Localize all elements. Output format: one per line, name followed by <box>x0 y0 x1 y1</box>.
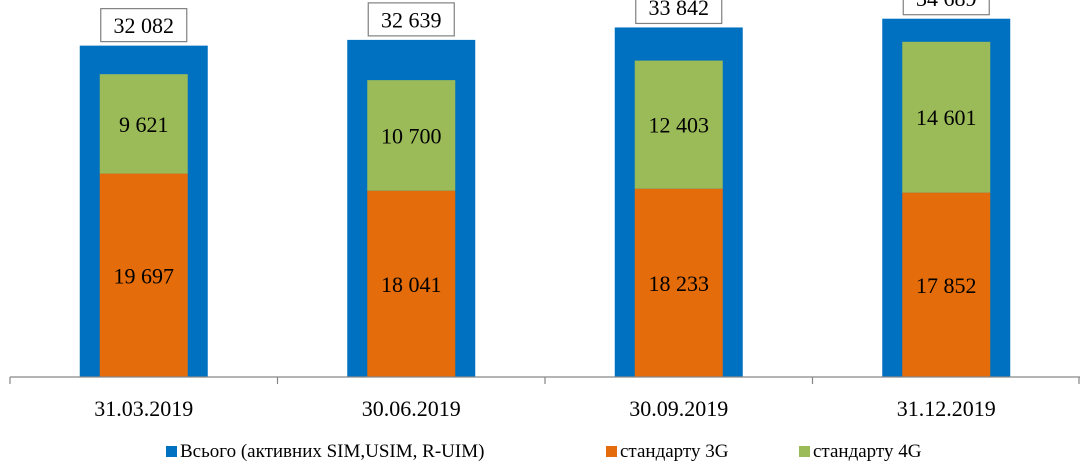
label-4g-2: 12 403 <box>649 113 710 138</box>
label-4g-1: 10 700 <box>381 123 442 148</box>
legend-label-2: стандарту 4G <box>813 441 922 462</box>
total-label-box-1 <box>367 2 455 37</box>
legend-swatch-2 <box>799 446 810 457</box>
total-label-0: 32 082 <box>114 13 175 38</box>
label-3g-0: 19 697 <box>114 263 175 288</box>
bars-layer <box>79 18 1011 378</box>
total-label-1: 32 639 <box>381 7 442 32</box>
bar-3g-0 <box>99 173 188 377</box>
x-tick-label-0: 31.03.2019 <box>94 396 193 421</box>
x-tick-label-3: 31.12.2019 <box>897 396 996 421</box>
total-label-box-0 <box>100 8 188 43</box>
bar-3g-2 <box>634 188 723 377</box>
label-4g-3: 14 601 <box>916 105 977 130</box>
bar-4g-1 <box>367 80 456 191</box>
total-label-box-3 <box>902 0 990 16</box>
legend-label-1: стандарту 3G <box>620 441 729 462</box>
legend-label-0: Всього (активних SIM,USIM, R-UIM) <box>180 441 484 462</box>
total-label-box-2 <box>635 0 723 25</box>
data-labels-layer: 32 082 19 697 9 621 32 639 18 041 10 700 33 84… <box>100 0 990 298</box>
legend-swatch-1 <box>606 446 617 457</box>
total-label-2: 33 842 <box>649 0 710 20</box>
legend-swatch-0 <box>166 446 177 457</box>
bar-4g-2 <box>634 60 723 189</box>
label-4g-0: 9 621 <box>119 112 169 137</box>
x-tick-label-1: 30.06.2019 <box>362 396 461 421</box>
bar-3g-3 <box>902 192 991 377</box>
total-label-3: 34 689 <box>916 0 977 11</box>
bar-3g-1 <box>367 190 456 377</box>
bar-4g-3 <box>902 41 991 193</box>
legend: Всього (активних SIM,USIM, R-UIM) стандар… <box>166 441 922 462</box>
bar-4g-0 <box>99 74 188 174</box>
x-axis: 31.03.2019 30.06.2019 30.09.2019 31.12.2019 <box>9 376 1080 421</box>
x-tick-label-2: 30.09.2019 <box>629 396 728 421</box>
label-3g-2: 18 233 <box>649 271 710 296</box>
label-3g-1: 18 041 <box>381 272 442 297</box>
label-3g-3: 17 852 <box>916 273 977 298</box>
